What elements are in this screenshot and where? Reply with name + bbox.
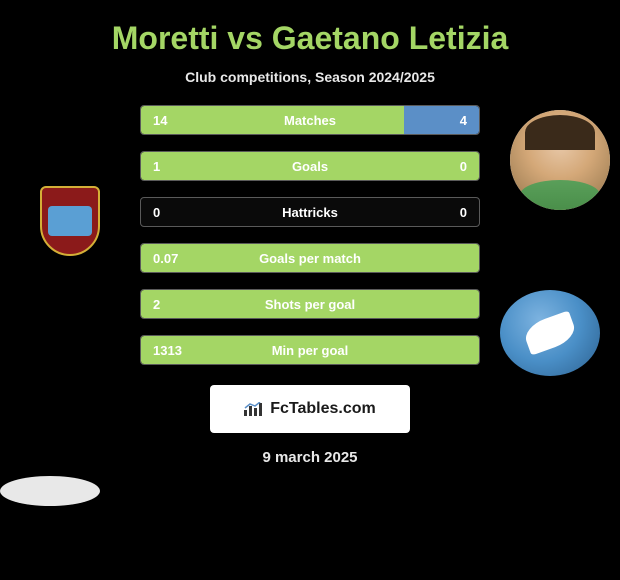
stat-row: 0.07Goals per match xyxy=(140,243,480,273)
club-badge-left xyxy=(20,178,120,264)
shield-icon xyxy=(40,186,100,256)
brand-badge[interactable]: FcTables.com xyxy=(210,385,410,433)
stat-row: 1313Min per goal xyxy=(140,335,480,365)
brand-text: FcTables.com xyxy=(270,400,376,418)
avatar-placeholder xyxy=(510,110,610,210)
stat-label: Shots per goal xyxy=(141,297,479,312)
page-title: Moretti vs Gaetano Letizia xyxy=(112,20,509,57)
stat-label: Min per goal xyxy=(141,343,479,358)
dolphin-icon xyxy=(521,310,578,355)
stat-label: Matches xyxy=(141,113,479,128)
date-text: 9 march 2025 xyxy=(262,449,357,466)
player-photo-right xyxy=(510,110,610,210)
stat-label: Goals per match xyxy=(141,251,479,266)
club-badge-right xyxy=(500,290,600,376)
stats-column: 144Matches 10Goals 00Hattricks 0.07Goals pe… xyxy=(140,105,480,365)
stat-row: 144Matches xyxy=(140,105,480,135)
subtitle: Club competitions, Season 2024/2025 xyxy=(185,69,435,85)
chart-icon xyxy=(244,402,264,416)
circle-badge-icon xyxy=(500,290,600,376)
stat-row: 00Hattricks xyxy=(140,197,480,227)
player-photo-left xyxy=(0,476,100,506)
stat-row: 2Shots per goal xyxy=(140,289,480,319)
stat-label: Hattricks xyxy=(141,205,479,220)
stat-row: 10Goals xyxy=(140,151,480,181)
stat-label: Goals xyxy=(141,159,479,174)
